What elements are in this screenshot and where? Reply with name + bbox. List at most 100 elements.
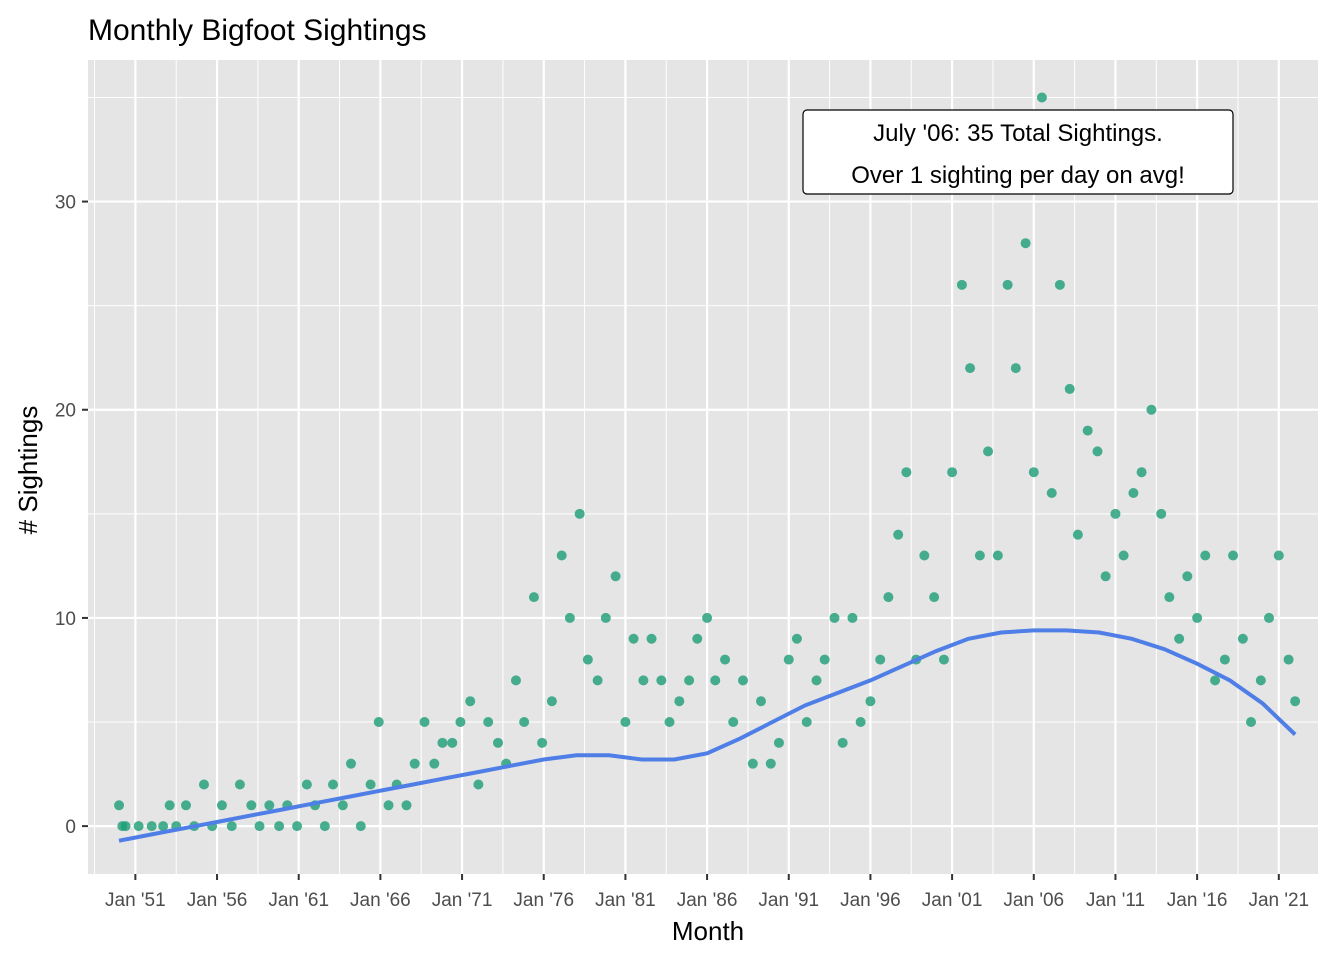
data-point	[610, 571, 621, 582]
data-point	[1028, 467, 1039, 478]
x-tick-label: Jan '86	[677, 890, 738, 911]
data-point	[133, 821, 144, 832]
data-point	[837, 737, 848, 748]
x-tick-label: Jan '71	[432, 890, 493, 911]
data-point	[974, 550, 985, 561]
data-point	[1072, 529, 1083, 540]
data-point	[1110, 508, 1121, 519]
data-points	[114, 92, 1301, 832]
y-tick-label: 0	[65, 817, 76, 838]
y-tick-label: 30	[55, 193, 76, 214]
data-point	[1164, 592, 1175, 603]
data-point	[628, 633, 639, 644]
data-point	[992, 550, 1003, 561]
data-point	[791, 633, 802, 644]
data-point	[901, 467, 912, 478]
data-point	[875, 654, 886, 665]
x-tick-label: Jan '91	[758, 890, 819, 911]
data-point	[684, 675, 695, 686]
data-point	[1010, 363, 1021, 374]
data-point	[355, 821, 366, 832]
data-point	[829, 612, 840, 623]
data-point	[319, 821, 330, 832]
data-point	[556, 550, 567, 561]
data-point	[1092, 446, 1103, 457]
data-point	[120, 821, 131, 832]
data-point	[692, 633, 703, 644]
data-point	[819, 654, 830, 665]
x-tick-label: Jan '66	[350, 890, 411, 911]
data-point	[1082, 425, 1093, 436]
data-point	[1046, 488, 1057, 499]
data-point	[893, 529, 904, 540]
data-point	[510, 675, 521, 686]
data-point	[429, 758, 440, 769]
data-point	[1064, 383, 1075, 394]
data-point	[1146, 404, 1157, 415]
data-point	[437, 737, 448, 748]
data-point	[1200, 550, 1211, 561]
data-point	[674, 696, 685, 707]
data-point	[519, 717, 530, 728]
data-point	[728, 717, 739, 728]
x-tick-label: Jan '21	[1248, 890, 1309, 911]
data-point	[383, 800, 394, 811]
data-point	[811, 675, 822, 686]
data-point	[401, 800, 412, 811]
data-point	[765, 758, 776, 769]
data-point	[1118, 550, 1129, 561]
data-point	[702, 612, 713, 623]
data-point	[956, 279, 967, 290]
data-point	[274, 821, 285, 832]
data-point	[783, 654, 794, 665]
data-point	[465, 696, 476, 707]
y-tick-label: 20	[55, 401, 76, 422]
x-tick-label: Jan '16	[1167, 890, 1228, 911]
data-point	[1290, 696, 1301, 707]
y-axis: 0 10 20 30	[55, 193, 88, 838]
data-point	[226, 821, 237, 832]
data-point	[528, 592, 539, 603]
data-point	[1246, 717, 1257, 728]
y-axis-title: # Sightings	[13, 406, 43, 535]
plot-panel	[88, 60, 1318, 874]
data-point	[1156, 508, 1167, 519]
data-point	[337, 800, 348, 811]
data-point	[409, 758, 420, 769]
data-point	[1263, 612, 1274, 623]
x-tick-label: Jan '11	[1086, 890, 1145, 911]
data-point	[847, 612, 858, 623]
data-point	[1054, 279, 1065, 290]
grid-major	[88, 60, 1318, 874]
data-point	[1192, 612, 1203, 623]
data-point	[198, 779, 209, 790]
data-point	[1002, 279, 1013, 290]
data-point	[600, 612, 611, 623]
data-point	[254, 821, 265, 832]
data-point	[620, 717, 631, 728]
x-tick-label: Jan '01	[922, 890, 983, 911]
x-axis-title: Month	[672, 916, 744, 946]
data-point	[164, 800, 175, 811]
data-point	[710, 675, 721, 686]
data-point	[983, 446, 994, 457]
data-point	[664, 717, 675, 728]
data-point	[373, 717, 384, 728]
data-point	[1100, 571, 1111, 582]
x-tick-label: Jan '06	[1003, 890, 1064, 911]
data-point	[747, 758, 758, 769]
data-point	[1255, 675, 1266, 686]
data-point	[929, 592, 940, 603]
data-point	[455, 717, 466, 728]
data-point	[965, 363, 976, 374]
data-point	[483, 717, 494, 728]
data-point	[292, 821, 303, 832]
data-point	[1237, 633, 1248, 644]
data-point	[883, 592, 894, 603]
data-point	[582, 654, 593, 665]
x-tick-label: Jan '76	[513, 890, 574, 911]
data-point	[158, 821, 169, 832]
data-point	[246, 800, 257, 811]
data-point	[264, 800, 275, 811]
